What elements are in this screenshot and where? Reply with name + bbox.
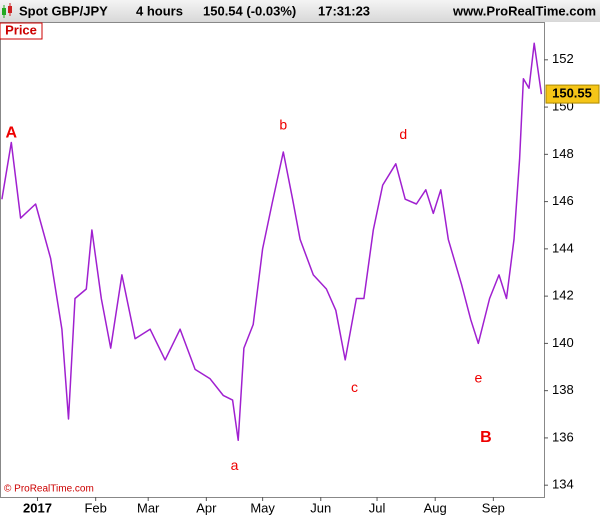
x-tick-label: Jun xyxy=(310,500,331,515)
x-tick-label: Aug xyxy=(424,500,447,515)
annotation: e xyxy=(474,370,482,386)
y-tick-label: 152 xyxy=(552,51,574,66)
last-price-label: 150.55 xyxy=(552,86,592,101)
site: www.ProRealTime.com xyxy=(452,3,596,18)
price-line xyxy=(1,42,543,442)
panel-label: Price xyxy=(5,22,37,37)
app-icon xyxy=(2,3,12,18)
annotation: c xyxy=(351,379,358,395)
y-tick-label: 146 xyxy=(552,193,574,208)
copyright: © ProRealTime.com xyxy=(4,484,94,495)
y-tick-label: 138 xyxy=(552,382,574,397)
annotation: b xyxy=(279,117,287,133)
last-price-box xyxy=(545,84,600,104)
quote: 150.54 (-0.03%) xyxy=(203,3,296,18)
plot-frame xyxy=(0,22,545,498)
header-bar xyxy=(0,0,600,22)
x-tick-label: Apr xyxy=(196,500,217,515)
y-tick-label: 148 xyxy=(552,146,574,161)
x-tick-label: Jul xyxy=(369,500,386,515)
y-tick-label: 134 xyxy=(552,477,574,492)
y-tick-label: 144 xyxy=(552,240,574,255)
annotation: A xyxy=(5,124,17,141)
panel-label-box xyxy=(0,22,43,40)
y-tick-label: 142 xyxy=(552,288,574,303)
x-tick-label: 2017 xyxy=(23,500,52,515)
x-tick-label: Mar xyxy=(137,500,160,515)
instrument: Spot GBP/JPY xyxy=(19,3,108,18)
x-tick-label: Sep xyxy=(482,500,505,515)
x-tick-label: Feb xyxy=(84,500,106,515)
y-tick-label: 136 xyxy=(552,429,574,444)
annotation: d xyxy=(399,126,407,142)
annotation: a xyxy=(231,457,239,473)
y-tick-label: 140 xyxy=(552,335,574,350)
x-tick-label: May xyxy=(250,500,275,515)
time: 17:31:23 xyxy=(318,3,370,18)
annotation: B xyxy=(480,429,492,446)
timeframe: 4 hours xyxy=(136,3,183,18)
